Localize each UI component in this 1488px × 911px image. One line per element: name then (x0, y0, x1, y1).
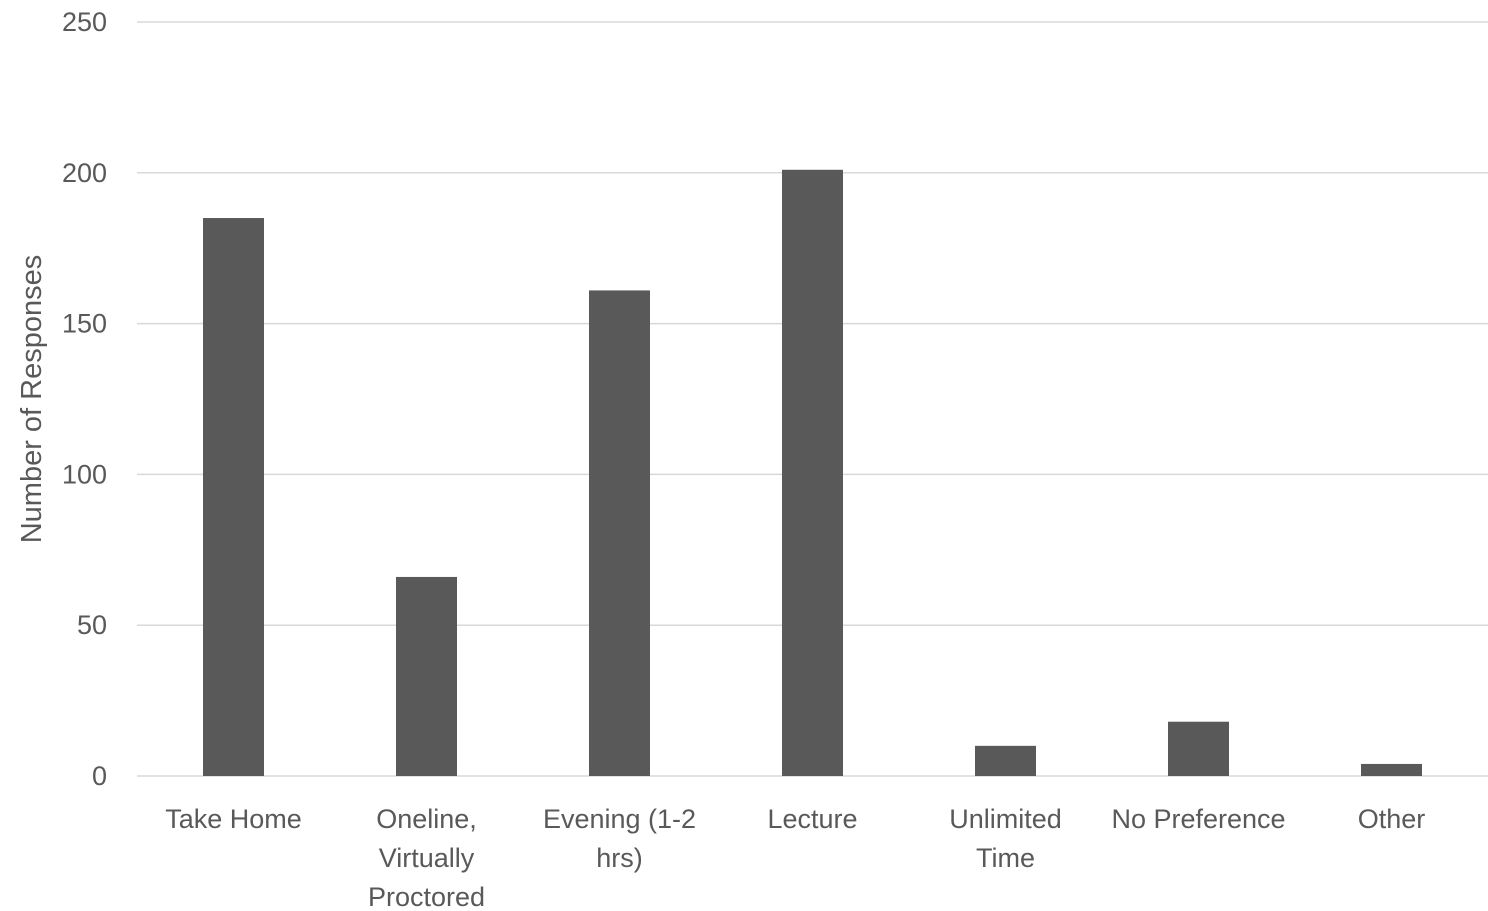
bar (782, 169, 843, 776)
bar (975, 745, 1036, 776)
bar (203, 218, 264, 777)
x-tick-label: No Preference (1111, 804, 1285, 834)
x-tick-label: Evening (1-2 hrs) (543, 804, 696, 873)
y-axis-title: Number of Responses (16, 255, 48, 544)
x-tick-label: Other (1358, 804, 1426, 834)
bar (589, 290, 650, 776)
x-axis-ticks: Take Home Oneline, Virtually Proctored Eveni… (165, 804, 1425, 911)
bar (1168, 721, 1229, 776)
bar (396, 576, 457, 776)
y-tick-label: 200 (62, 158, 107, 188)
y-tick-label: 50 (77, 610, 107, 640)
x-tick-label: Lecture (767, 804, 857, 834)
x-tick-label: Unlimited Time (949, 804, 1062, 873)
x-tick-label: Take Home (165, 804, 302, 834)
bar (1361, 763, 1422, 776)
y-axis-ticks: 0 50 100 150 200 250 (62, 7, 107, 791)
y-tick-label: 0 (92, 761, 107, 791)
y-tick-label: 100 (62, 459, 107, 489)
y-tick-label: 250 (62, 7, 107, 37)
bars (203, 169, 1422, 777)
y-tick-label: 150 (62, 309, 107, 339)
x-tick-label: Oneline, Virtually Proctored (368, 804, 485, 911)
